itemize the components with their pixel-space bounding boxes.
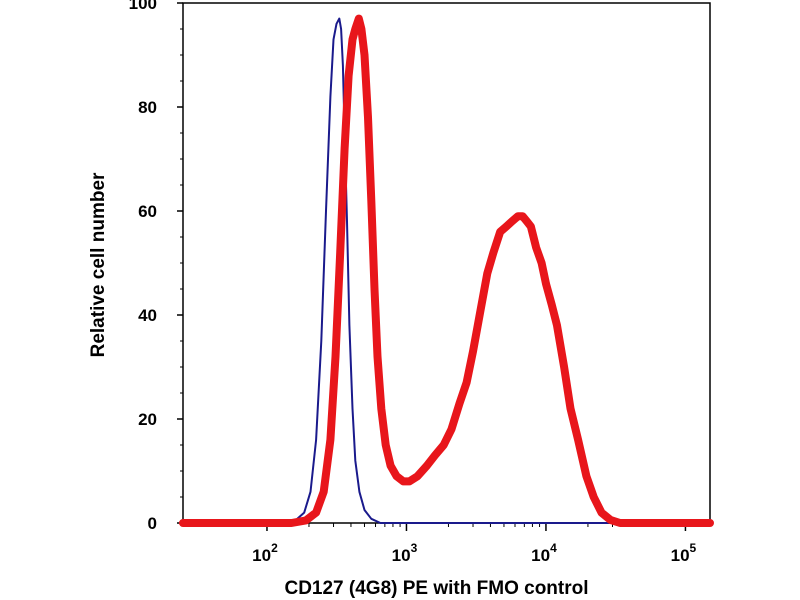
x-tick-label: 103 bbox=[392, 541, 418, 565]
y-tick-label: 80 bbox=[138, 98, 157, 117]
y-tick-label: 60 bbox=[138, 202, 157, 221]
y-tick-label: 40 bbox=[138, 306, 157, 325]
plot-area bbox=[177, 2, 714, 531]
x-tick-label: 102 bbox=[252, 541, 278, 565]
histogram-series-2 bbox=[179, 14, 714, 527]
y-tick-label: 100 bbox=[129, 0, 157, 13]
x-tick-label: 105 bbox=[671, 541, 697, 565]
x-tick-label: 104 bbox=[531, 541, 557, 565]
y-tick-label: 0 bbox=[148, 514, 157, 533]
histogram-series-1 bbox=[182, 17, 711, 524]
x-axis-title: CD127 (4G8) PE with FMO control bbox=[284, 578, 588, 599]
y-tick-label: 20 bbox=[138, 410, 157, 429]
y-tick-labels: 0 20 40 60 80 100 bbox=[129, 0, 157, 533]
series-layer bbox=[179, 14, 714, 527]
y-axis-title: Relative cell number bbox=[88, 172, 109, 357]
x-tick-labels: 102 103 104 105 bbox=[252, 541, 696, 565]
y-minor-ticks bbox=[177, 2, 183, 524]
